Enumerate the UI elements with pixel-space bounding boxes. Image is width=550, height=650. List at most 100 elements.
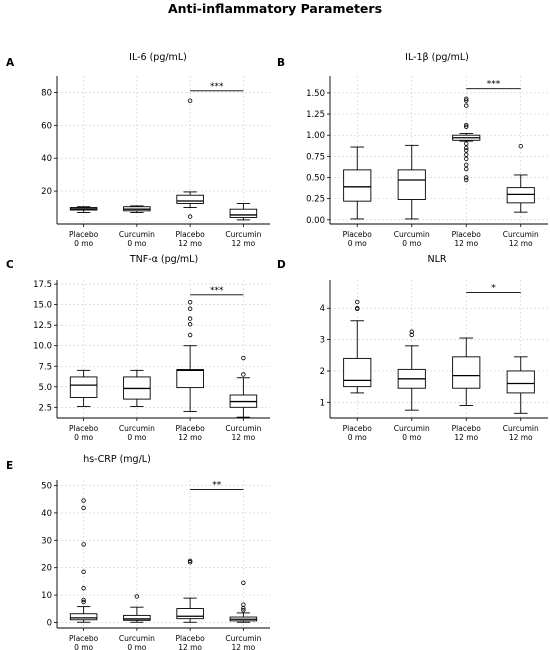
panel-a-ytick-label: 40 (41, 154, 52, 164)
panel-e-significance-label: ** (212, 481, 222, 491)
panel-d-box (452, 356, 481, 389)
panel-b-xtick-label: Curcumin (394, 230, 430, 239)
panel-a-flier (187, 214, 193, 219)
panel-d-xtick-label: Curcumin (394, 424, 430, 433)
panel-e-xtick-label: 0 mo (127, 643, 146, 650)
panel-e-xtick-label: 12 mo (231, 643, 255, 650)
panel-c-ytick-label: 7.5 (38, 362, 52, 372)
panel-b-flier (464, 156, 469, 162)
panel-e-ytick-label: 50 (41, 481, 52, 491)
panel-c-title: TNF-α (pg/mL) (129, 254, 198, 265)
panel-e-xtick-label: 12 mo (178, 643, 202, 650)
panel-e-xtick-label: Curcumin (119, 634, 155, 643)
panel-a-ytick-label: 60 (41, 121, 52, 131)
panel-c-flier (187, 299, 193, 305)
panel-b-ytick-label: 1.00 (306, 131, 325, 141)
panel-c-letter: C (6, 259, 14, 271)
panel-a-xtick-label: 12 mo (178, 239, 202, 248)
panel-b-flier (464, 141, 469, 146)
panel-a-flier (187, 98, 193, 103)
panel-b-ytick-label: 0.50 (306, 173, 325, 183)
panel-e-ytick-label: 10 (41, 591, 52, 601)
panel-e-title: hs-CRP (mg/L) (83, 454, 151, 465)
panel-e-flier (134, 594, 140, 599)
panel-a-xtick-label: Curcumin (119, 230, 155, 239)
panel-e-ytick-label: 40 (41, 509, 52, 519)
panel-d-ytick-label: 1 (320, 398, 325, 408)
panel-e-xtick-label: Placebo (175, 634, 205, 643)
panel-e-flier (187, 560, 193, 565)
panel-e-flier (81, 586, 86, 591)
panel-d-ytick-label: 3 (320, 336, 325, 346)
panel-d-title: NLR (428, 254, 447, 265)
panel-d-xtick-label: 0 mo (348, 433, 367, 442)
panel-b-xtick-label: 12 mo (509, 239, 533, 248)
panel-b-ytick-label: 0.25 (306, 195, 325, 205)
panel-c-flier (187, 306, 193, 311)
panel-d-box (343, 357, 372, 388)
panel-c-xtick-label: 12 mo (231, 433, 255, 442)
panel-b-box (506, 187, 535, 204)
panel-e-box (69, 613, 98, 621)
panel-c-xtick-label: Placebo (175, 424, 205, 433)
panel-e-flier (81, 599, 86, 605)
panel-d-ytick-label: 4 (320, 304, 325, 314)
panel-e-flier (81, 569, 86, 575)
panel-e-flier (241, 607, 246, 613)
panel-b-flier (464, 103, 469, 108)
panel-b-ytick-label: 1.25 (306, 110, 325, 120)
panel-c-xtick-label: Placebo (69, 424, 99, 433)
panel-d-flier (355, 306, 360, 312)
panel-b-flier (464, 98, 469, 103)
panel-a-xtick-label: Curcumin (225, 230, 261, 239)
panel-d-flier (355, 299, 360, 305)
panel-d-letter: D (277, 259, 286, 271)
panel-c-xtick-label: Curcumin (225, 424, 261, 433)
panel-d-ytick-label: 2 (320, 367, 325, 377)
panel-a-xtick-label: Placebo (175, 230, 205, 239)
panel-b-xtick-label: 0 mo (348, 239, 367, 248)
panel-e-ytick-label: 30 (41, 536, 52, 546)
panel-a-title: IL-6 (pg/mL) (129, 52, 187, 63)
panel-c-significance-label: *** (210, 286, 224, 296)
panel-b-title: IL-1β (pg/mL) (405, 52, 469, 63)
panel-b-significance-label: *** (487, 80, 501, 90)
panel-c-flier (187, 322, 193, 327)
panel-e-ytick-label: 20 (41, 564, 52, 574)
panel-d-significance-label: * (491, 284, 496, 294)
panel-b-letter: B (277, 57, 285, 69)
panel-b-xtick-label: Placebo (452, 230, 482, 239)
panel-b-xtick-label: Curcumin (503, 230, 539, 239)
panel-a-xtick-label: 12 mo (231, 239, 255, 248)
panel-a-xtick-label: Placebo (69, 230, 99, 239)
figure-title: Anti-inflammatory Parameters (167, 1, 383, 16)
panel-c-xtick-label: 12 mo (178, 433, 202, 442)
panel-e-flier (81, 505, 86, 511)
panel-c-xtick-label: 0 mo (127, 433, 146, 442)
panel-e-letter: E (6, 460, 13, 472)
panel-b-box (397, 169, 426, 200)
panel-b-flier (464, 162, 469, 167)
panel-e-xtick-label: Placebo (69, 634, 99, 643)
panel-b-flier (464, 175, 469, 180)
panel-e-xtick-label: Curcumin (225, 634, 261, 643)
panel-d-xtick-label: Placebo (452, 424, 482, 433)
panel-d-xtick-label: Curcumin (503, 424, 539, 433)
panel-d-flier (409, 332, 414, 338)
panel-b-flier (464, 152, 469, 157)
panel-d-xtick-label: Placebo (343, 424, 373, 433)
panel-a-box (229, 208, 258, 218)
panel-b-flier (464, 96, 469, 102)
panel-b-flier (518, 143, 523, 149)
panel-c-ytick-label: 2.5 (38, 403, 52, 413)
panel-b-flier (464, 145, 469, 151)
panel-b-ytick-label: 1.50 (306, 89, 325, 99)
panel-e-box (123, 614, 151, 621)
panel-d-xtick-label: 12 mo (509, 433, 533, 442)
panel-e-xtick-label: 0 mo (74, 643, 93, 650)
panel-e-flier (81, 542, 86, 547)
panel-e-ytick-label: 0 (47, 619, 52, 629)
panel-c-xtick-label: Curcumin (119, 424, 155, 433)
panel-c-ytick-label: 12.5 (33, 321, 52, 331)
panel-c-flier (241, 355, 246, 361)
